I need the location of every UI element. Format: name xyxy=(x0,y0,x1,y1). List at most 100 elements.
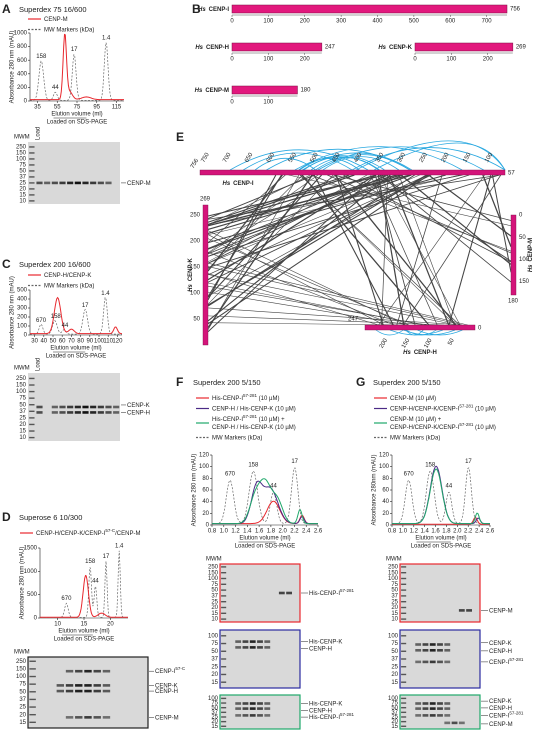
crosslink xyxy=(207,174,350,223)
band-label: CENP-K xyxy=(489,699,512,705)
crosslink xyxy=(207,174,427,306)
protein-band xyxy=(249,714,256,717)
name: CENP-K xyxy=(188,258,194,282)
protein-bar xyxy=(414,42,514,52)
protein-band xyxy=(82,181,89,185)
marker-label: 670 xyxy=(225,472,236,478)
protein-band xyxy=(65,689,74,693)
protein-band xyxy=(458,721,465,725)
ladder-band xyxy=(401,618,407,620)
protein-band xyxy=(257,640,263,643)
crosslink xyxy=(400,174,512,265)
ladder-label: 20 xyxy=(19,422,26,428)
x-tick-label: 1.2 xyxy=(410,529,419,535)
legend-label-part: CENP-H / His-CENP-K (10 µM) xyxy=(212,406,296,412)
ladder-band xyxy=(401,572,407,574)
gel xyxy=(28,373,120,441)
intra-crosslink xyxy=(229,149,369,171)
protein-band xyxy=(75,716,83,719)
residue-tick: 250 xyxy=(190,212,201,218)
ladder-band xyxy=(401,697,407,700)
ladder-label: 37 xyxy=(391,593,398,599)
protein-band xyxy=(242,640,249,643)
ladder-band xyxy=(29,683,36,685)
ladder-band xyxy=(401,658,407,660)
crosslink xyxy=(207,174,429,297)
protein-band xyxy=(235,714,242,717)
legend-label: CENP-H/CENP-K/CENP-I57-C/CENP-M xyxy=(36,528,140,537)
protein-band xyxy=(437,660,443,664)
y-tick-label: 400 xyxy=(17,297,28,303)
protein-band xyxy=(242,714,249,717)
ladder-band xyxy=(401,635,407,637)
x-tick-label: 55 xyxy=(54,105,61,111)
y-tick-label: 1500 xyxy=(24,546,38,552)
y-tick-label: 500 xyxy=(27,592,38,598)
x-tick-label: 1.0 xyxy=(220,529,229,535)
y-tick-label: 0 xyxy=(386,523,390,529)
protein-band xyxy=(84,716,92,719)
crosslink xyxy=(207,322,405,326)
scale-tick-label: 100 xyxy=(446,57,457,63)
marker-label: 158 xyxy=(36,54,47,60)
panel-title: Superdex 75 16/600 xyxy=(19,5,87,14)
residue-end: 180 xyxy=(508,299,519,305)
length-label: 180 xyxy=(300,88,311,94)
crosslink xyxy=(378,174,485,326)
ladder-label: 20 xyxy=(211,719,218,725)
panel-label: A xyxy=(2,2,11,16)
y-tick-label: 60 xyxy=(382,488,389,494)
protein-band xyxy=(75,689,83,693)
crosslink xyxy=(207,315,445,326)
ladder-label: 37 xyxy=(211,710,218,716)
crosslink xyxy=(207,174,500,269)
legend-label: CENP-H/CENP-K/CENP-I57-281 (10 µM) xyxy=(390,422,496,431)
ladder-label: 10 xyxy=(19,198,26,204)
ladder-label: 15 xyxy=(391,611,398,617)
protein-band xyxy=(415,660,422,664)
ladder-band xyxy=(401,606,407,609)
band-label-part: CENP-I xyxy=(489,659,510,665)
band-label: CENP-H xyxy=(489,648,512,654)
band-label-part: 57-281 xyxy=(340,588,355,593)
residue-tick: 100 xyxy=(519,257,530,263)
ladder-band xyxy=(401,725,407,727)
band-label-part: CENP-H xyxy=(489,648,512,654)
trace xyxy=(30,42,124,101)
protein-band xyxy=(257,702,263,705)
axis xyxy=(29,33,124,102)
residue-tick: 100 xyxy=(484,152,495,164)
protein-band xyxy=(90,181,97,185)
y-tick-label: 1000 xyxy=(14,31,28,37)
legend-label-part: CENP-H/CENP-K/CENP-I xyxy=(390,425,460,431)
scale-tick-label: 700 xyxy=(482,19,493,25)
intra-crosslink xyxy=(389,329,444,336)
marker-label: 44 xyxy=(445,484,452,490)
crosslink xyxy=(379,174,461,326)
legend-label: CENP-H / His-CENP-K (10 µM) xyxy=(212,406,296,412)
legend-label: CENP-M (10 µM) xyxy=(390,396,436,402)
x-tick-label: 1.8 xyxy=(267,529,276,535)
scale-tick-label: 300 xyxy=(336,19,347,25)
band-label: CENP-M xyxy=(127,180,151,186)
ladder-label: 25 xyxy=(391,664,398,670)
ladder-band xyxy=(29,170,35,172)
ladder-label: 50 xyxy=(19,402,26,408)
protein-band xyxy=(429,649,436,652)
protein-band xyxy=(466,609,472,612)
protein-band xyxy=(65,669,74,673)
note: Loaded on SDS-PAGE xyxy=(54,637,115,643)
protein-band xyxy=(56,684,64,687)
y-tick-label: 20 xyxy=(202,511,209,517)
band-label: CENP-H xyxy=(309,646,332,652)
ladder-band xyxy=(29,194,35,196)
band-label-part: CENP-K xyxy=(155,683,178,689)
ladder-band xyxy=(401,589,407,591)
intra-crosslink xyxy=(294,146,463,171)
mwm-label: MWM xyxy=(14,650,30,656)
ladder-band xyxy=(29,164,35,166)
ladder-band xyxy=(221,716,227,718)
scale-tick-label: 400 xyxy=(372,19,383,25)
protein-name: Hs CENP-I xyxy=(222,181,253,187)
